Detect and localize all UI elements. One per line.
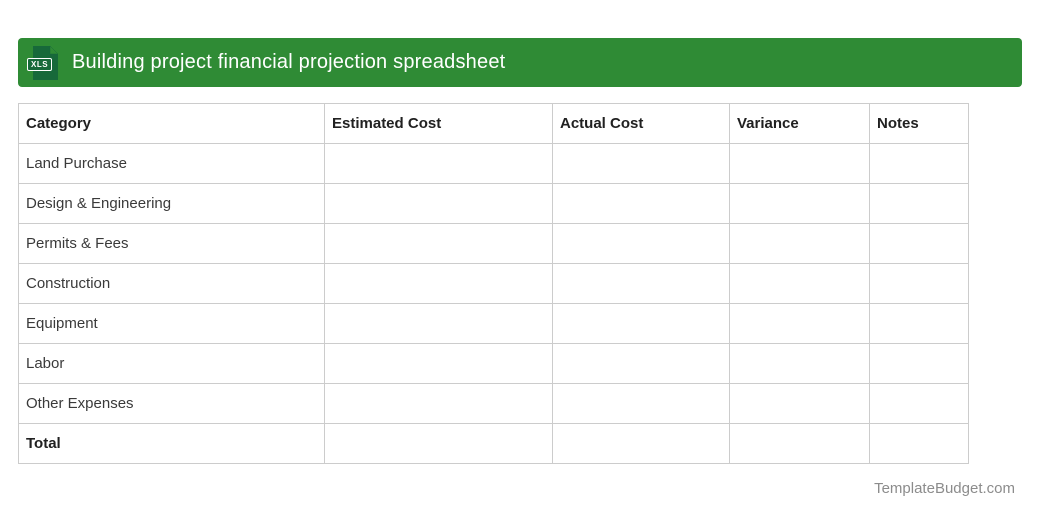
cell-category: Land Purchase [18, 143, 325, 184]
cell-estimated-cost [324, 143, 553, 184]
cell-estimated-cost [324, 223, 553, 264]
cell-actual-cost [552, 143, 730, 184]
cell-category: Equipment [18, 303, 325, 344]
cell-variance [729, 183, 870, 224]
column-header-estimated-cost: Estimated Cost [324, 103, 553, 144]
column-header-notes: Notes [869, 103, 969, 144]
table-row: Land Purchase [18, 143, 969, 184]
cell-variance [729, 143, 870, 184]
cell-notes [869, 143, 969, 184]
cell-notes [869, 383, 969, 424]
column-header-variance: Variance [729, 103, 870, 144]
table-row: Construction [18, 263, 969, 304]
table-row: Equipment [18, 303, 969, 344]
cell-actual-cost [552, 423, 730, 464]
table-row: Labor [18, 343, 969, 384]
header-bar: XLS Building project financial projectio… [18, 38, 1022, 87]
cell-actual-cost [552, 383, 730, 424]
xls-badge-label: XLS [27, 57, 53, 71]
column-header-category: Category [18, 103, 325, 144]
cell-actual-cost [552, 223, 730, 264]
cell-variance [729, 263, 870, 304]
table-row-total: Total [18, 423, 969, 464]
cell-variance [729, 423, 870, 464]
cell-actual-cost [552, 343, 730, 384]
cell-notes [869, 183, 969, 224]
cell-category: Other Expenses [18, 383, 325, 424]
table-row: Other Expenses [18, 383, 969, 424]
cell-notes [869, 223, 969, 264]
cell-variance [729, 303, 870, 344]
cell-actual-cost [552, 263, 730, 304]
table-row: Permits & Fees [18, 223, 969, 264]
cell-category: Labor [18, 343, 325, 384]
cell-actual-cost [552, 183, 730, 224]
table-row: Design & Engineering [18, 183, 969, 224]
table-header-row: Category Estimated Cost Actual Cost Vari… [18, 103, 969, 144]
cell-category: Permits & Fees [18, 223, 325, 264]
cell-notes [869, 303, 969, 344]
cell-category: Construction [18, 263, 325, 304]
cell-notes [869, 343, 969, 384]
budget-table: Category Estimated Cost Actual Cost Vari… [18, 103, 969, 464]
cell-estimated-cost [324, 263, 553, 304]
cell-estimated-cost [324, 383, 553, 424]
cell-variance [729, 383, 870, 424]
cell-estimated-cost [324, 303, 553, 344]
cell-category: Design & Engineering [18, 183, 325, 224]
cell-actual-cost [552, 303, 730, 344]
cell-estimated-cost [324, 343, 553, 384]
cell-notes [869, 423, 969, 464]
cell-notes [869, 263, 969, 304]
xls-file-icon: XLS [27, 44, 60, 81]
cell-variance [729, 223, 870, 264]
cell-category: Total [18, 423, 325, 464]
footer-brand: TemplateBudget.com [874, 480, 1015, 497]
cell-estimated-cost [324, 183, 553, 224]
page-title: Building project financial projection sp… [72, 51, 506, 73]
column-header-actual-cost: Actual Cost [552, 103, 730, 144]
cell-estimated-cost [324, 423, 553, 464]
cell-variance [729, 343, 870, 384]
